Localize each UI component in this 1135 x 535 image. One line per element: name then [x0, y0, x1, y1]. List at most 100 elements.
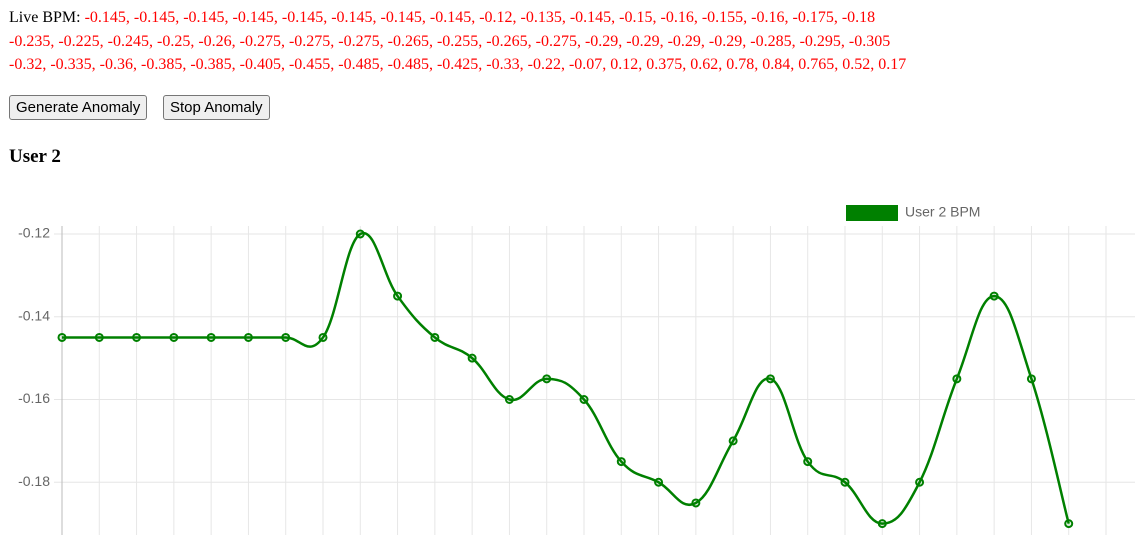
y-tick-label: -0.12: [18, 225, 50, 241]
bpm-value: -0.275: [289, 33, 338, 50]
point: [206, 332, 216, 342]
bpm-value: -0.16: [661, 9, 702, 26]
bpm-value: -0.275: [338, 33, 387, 50]
bpm-value: -0.485: [338, 56, 387, 73]
bpm-value: -0.295: [800, 33, 849, 50]
bpm-value: -0.145: [282, 9, 331, 26]
line: [61, 231, 1070, 525]
bpm-value: -0.265: [388, 33, 437, 50]
bpm-value: -0.18: [841, 9, 876, 26]
point: [765, 374, 775, 384]
bpm-value: 0.17: [878, 56, 907, 73]
point: [57, 332, 67, 342]
point: [169, 332, 179, 342]
point: [728, 436, 738, 446]
point: [542, 374, 552, 384]
point: [989, 291, 999, 301]
bpm-line: -0.32-0.335-0.36-0.385-0.385-0.405-0.455…: [9, 55, 1135, 74]
y-tick-label: -0.14: [18, 307, 50, 323]
bpm-value: 0.78: [726, 56, 762, 73]
point: [393, 291, 403, 301]
point: [281, 332, 291, 342]
bpm-value: -0.145: [233, 9, 282, 26]
legend-label: User 2 BPM: [905, 204, 980, 220]
point: [579, 395, 589, 404]
point: [691, 498, 701, 508]
bpm-value: -0.25: [157, 33, 198, 50]
bpm-value: -0.305: [848, 33, 891, 50]
bpm-value: -0.245: [108, 33, 157, 50]
point: [355, 229, 365, 239]
bpm-value: -0.26: [198, 33, 239, 50]
stop-button[interactable]: Stop Anomaly: [163, 95, 270, 120]
bpm-value: -0.29: [585, 33, 626, 50]
bpm-value: -0.135: [521, 9, 570, 26]
bpm-value: -0.425: [437, 56, 486, 73]
point: [94, 332, 104, 342]
bpm-line: Live BPM: -0.145-0.145-0.145-0.145-0.145…: [9, 8, 1135, 27]
bpm-value: -0.145: [430, 9, 479, 26]
bpm-value: -0.235: [9, 33, 58, 50]
bpm-value: -0.225: [58, 33, 107, 50]
bpm-value: -0.29: [709, 33, 750, 50]
point: [803, 457, 813, 467]
y-tick-label: -0.18: [18, 473, 50, 489]
bpm-value: -0.15: [619, 9, 660, 26]
bpm-value: -0.32: [9, 56, 50, 73]
bpm-value: -0.07: [569, 56, 610, 73]
bpm-value: -0.265: [486, 33, 535, 50]
bpm-value: -0.36: [100, 56, 141, 73]
point: [318, 332, 328, 342]
point: [840, 477, 850, 487]
bpm-value: -0.275: [240, 33, 289, 50]
y-tick-label: -0.16: [18, 390, 50, 406]
point: [877, 519, 887, 529]
bpm-value: 0.12: [610, 56, 646, 73]
point: [654, 477, 664, 487]
bpm-label: Live BPM:: [9, 9, 81, 26]
point: [1026, 374, 1036, 384]
point: [430, 332, 440, 342]
bpm-value: -0.145: [331, 9, 380, 26]
bpm-value: -0.16: [751, 9, 792, 26]
bpm-value: -0.12: [479, 9, 520, 26]
bpm-value: -0.405: [240, 56, 289, 73]
bpm-value: -0.175: [792, 9, 841, 26]
bpm-value: 0.765: [798, 56, 842, 73]
bpm-value: -0.285: [750, 33, 799, 50]
bpm-value: -0.145: [134, 9, 183, 26]
bpm-value: -0.29: [626, 33, 667, 50]
bpm-value: 0.375: [646, 56, 690, 73]
bpm-value: -0.33: [486, 56, 527, 73]
bpm-value: -0.145: [381, 9, 430, 26]
point: [132, 332, 142, 342]
bpm-value: -0.335: [50, 56, 99, 73]
bpm-value: -0.255: [437, 33, 486, 50]
bpm-value: 0.52: [842, 56, 878, 73]
bpm-value: -0.455: [289, 56, 338, 73]
generate-button[interactable]: Generate Anomaly: [9, 95, 148, 120]
point: [467, 353, 477, 363]
point: [616, 457, 626, 467]
bpm-value: 0.62: [690, 56, 726, 73]
legend-swatch: [846, 205, 898, 221]
bpm-value: -0.485: [388, 56, 437, 73]
bpm-value: -0.22: [528, 56, 569, 73]
bpm-value: 0.84: [762, 56, 798, 73]
bpm-value: -0.385: [141, 56, 190, 73]
heading: User 2: [9, 146, 61, 167]
point: [1064, 519, 1074, 529]
point: [952, 374, 962, 384]
bpm-line: -0.235-0.225-0.245-0.25-0.26-0.275-0.275…: [9, 32, 1135, 51]
bpm-value: -0.275: [536, 33, 585, 50]
bpm-value: -0.145: [85, 9, 134, 26]
point: [243, 332, 253, 342]
bpm-value: -0.155: [702, 9, 751, 26]
point: [915, 477, 925, 487]
bpm-value: -0.385: [190, 56, 239, 73]
bpm-value: -0.29: [668, 33, 709, 50]
bpm-value: -0.145: [183, 9, 232, 26]
bpm-value: -0.145: [570, 9, 619, 26]
